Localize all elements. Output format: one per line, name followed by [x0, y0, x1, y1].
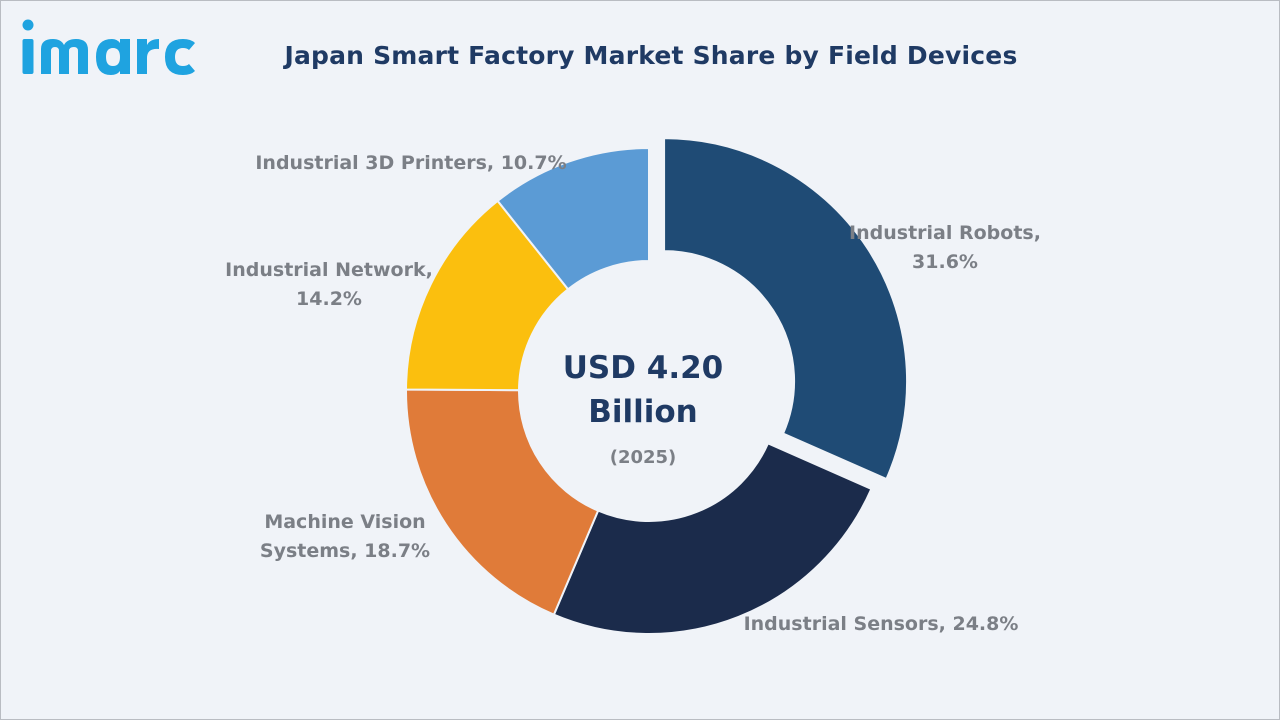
- label-industrial-robots: Industrial Robots, 31.6%: [849, 222, 1041, 273]
- center-value-line2: Billion: [588, 394, 698, 430]
- slice-industrial-sensors: [552, 442, 873, 635]
- chart-title: Japan Smart Factory Market Share by Fiel…: [284, 41, 1018, 70]
- imarc-logo: [22, 19, 195, 75]
- slice-machine-vision-systems: [405, 388, 600, 616]
- label-industrial-network: Industrial Network, 14.2%: [225, 259, 433, 310]
- label-industrial-3d-printers: Industrial 3D Printers, 10.7%: [255, 152, 566, 174]
- center-year: (2025): [610, 447, 677, 468]
- center-label: USD 4.20 Billion (2025): [563, 350, 724, 468]
- label-industrial-sensors: Industrial Sensors, 24.8%: [744, 613, 1019, 635]
- label-machine-vision-systems: Machine Vision Systems, 18.7%: [260, 511, 430, 562]
- slice-industrial-robots: [663, 137, 909, 481]
- center-value-line1: USD 4.20: [563, 350, 724, 386]
- slice-industrial-3d-printers: [496, 146, 650, 291]
